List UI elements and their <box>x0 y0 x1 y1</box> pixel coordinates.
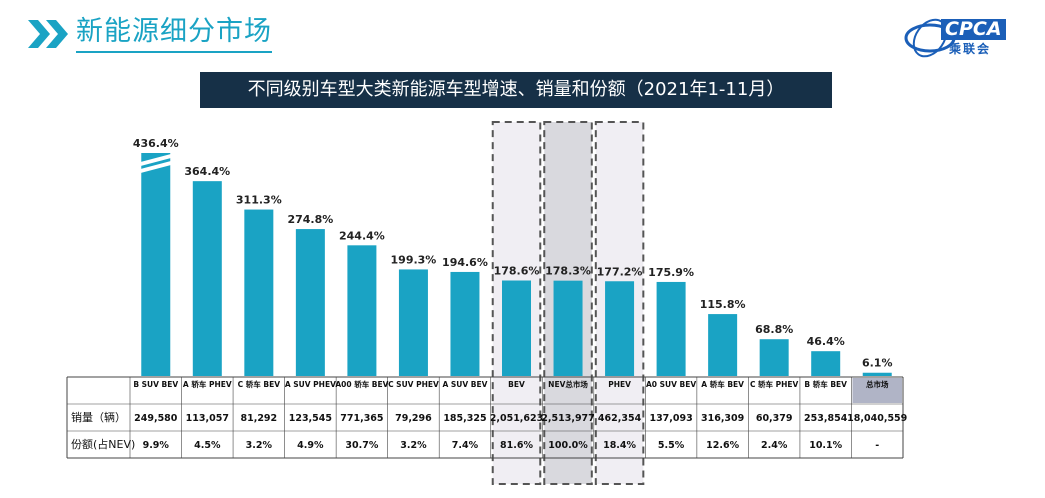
data-label: 115.8% <box>700 298 746 311</box>
sales-cell: 2,513,977 <box>541 413 595 424</box>
sales-cell: 185,325 <box>443 413 486 424</box>
data-label: 194.6% <box>442 256 488 269</box>
logo-text: CPCA <box>941 19 1006 40</box>
share-cell: 3.2% <box>400 440 427 451</box>
tick-label: A0 SUV BEV <box>646 380 696 389</box>
axis-break-mark <box>136 153 176 167</box>
data-label: 46.4% <box>807 335 845 348</box>
highlight-column-frame <box>491 121 542 485</box>
share-cell: - <box>875 440 879 451</box>
bar <box>553 280 583 376</box>
data-label: 274.8% <box>287 213 333 226</box>
bar <box>862 372 892 376</box>
bar <box>347 245 377 376</box>
sales-cell: 771,365 <box>340 413 383 424</box>
data-label: 68.8% <box>755 323 793 336</box>
sales-cell: 18,040,559 <box>847 413 907 424</box>
bar <box>244 209 274 376</box>
share-cell: 100.0% <box>548 440 588 451</box>
tick-label: BEV <box>508 380 525 389</box>
bar <box>141 153 171 376</box>
share-cell: 30.7% <box>345 440 378 451</box>
sales-cell: 249,580 <box>134 413 178 424</box>
data-label: 364.4% <box>184 165 230 178</box>
row-label-sales: 销量（辆） <box>71 410 126 424</box>
data-label: 311.3% <box>236 194 282 207</box>
sales-cell: 316,309 <box>701 413 744 424</box>
bar <box>398 269 428 376</box>
chart-title: 不同级别车型大类新能源车型增速、销量和份额（2021年1-11月） <box>200 72 832 108</box>
sales-cell: 253,854 <box>804 413 848 424</box>
share-cell: 3.2% <box>246 440 273 451</box>
row-label-share: 份额(占NEV) <box>71 437 135 451</box>
share-cell: 9.9% <box>143 440 170 451</box>
data-label: 178.3% <box>545 265 591 278</box>
tick-label: A SUV BEV <box>442 380 487 389</box>
data-label: 199.3% <box>391 253 437 266</box>
tick-label: 总市场 <box>866 379 889 389</box>
bar <box>295 229 325 376</box>
data-label: 436.4% <box>133 137 179 150</box>
share-cell: 81.6% <box>500 440 533 451</box>
bar <box>811 351 841 376</box>
tick-label: A00 轿车 BEV <box>335 379 388 389</box>
highlight-column-frame <box>543 121 593 485</box>
sales-cell: 462,354 <box>598 413 642 424</box>
share-cell: 7.4% <box>452 440 479 451</box>
sales-cell: 2,051,623 <box>490 413 544 424</box>
data-label: 178.6% <box>494 265 540 278</box>
sales-cell: 137,093 <box>649 413 692 424</box>
bar <box>759 339 789 376</box>
tick-label: C 轿车 BEV <box>238 379 281 389</box>
tick-label: PHEV <box>608 380 631 389</box>
share-cell: 4.9% <box>297 440 324 451</box>
bar <box>656 281 686 376</box>
bar <box>708 314 738 376</box>
tick-label: A 轿车 PHEV <box>183 379 232 389</box>
chevron-right-icon <box>28 20 68 48</box>
data-label: 244.4% <box>339 229 385 242</box>
share-cell: 10.1% <box>809 440 842 451</box>
sales-cell: 79,296 <box>395 413 432 424</box>
bar <box>450 271 480 376</box>
axis-break-mark <box>136 160 176 174</box>
data-label: 175.9% <box>648 266 694 279</box>
sales-cell: 60,379 <box>756 413 793 424</box>
tick-label: C SUV PHEV <box>388 380 439 389</box>
share-cell: 18.4% <box>603 440 636 451</box>
sales-cell: 113,057 <box>186 413 229 424</box>
share-cell: 2.4% <box>761 440 788 451</box>
share-cell: 4.5% <box>194 440 221 451</box>
tick-label: C 轿车 PHEV <box>750 379 799 389</box>
bar <box>605 281 635 376</box>
tick-label: B SUV BEV <box>133 380 178 389</box>
total-market-cell <box>852 378 902 403</box>
tick-label: A SUV PHEV <box>285 380 336 389</box>
share-cell: 5.5% <box>658 440 685 451</box>
bar <box>192 181 222 376</box>
tick-label: B 轿车 BEV <box>804 379 847 389</box>
page-title: 新能源细分市场 <box>76 14 272 53</box>
sales-cell: 123,545 <box>289 413 332 424</box>
share-cell: 12.6% <box>706 440 739 451</box>
bar <box>502 280 531 376</box>
data-label: 6.1% <box>862 357 893 370</box>
logo-subtitle: 乘联会 <box>949 42 992 56</box>
tick-label: NEV总市场 <box>548 379 588 389</box>
highlight-column-frame <box>594 121 645 485</box>
sales-cell: 81,292 <box>240 413 277 424</box>
tick-label: A 轿车 BEV <box>701 379 744 389</box>
data-label: 177.2% <box>597 265 643 278</box>
